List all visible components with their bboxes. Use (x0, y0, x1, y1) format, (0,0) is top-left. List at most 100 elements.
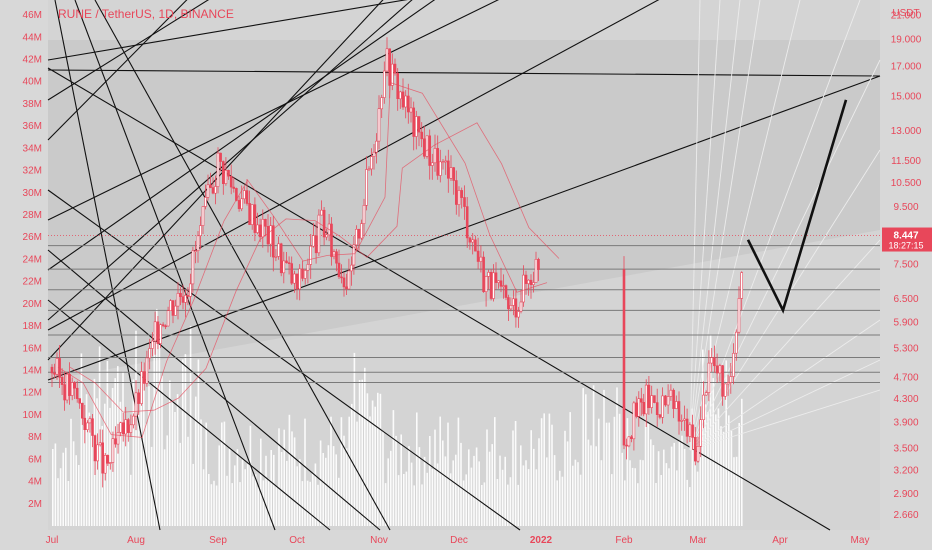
candle-body (227, 170, 230, 177)
volume-bar (145, 423, 148, 526)
candle-body (325, 234, 328, 238)
volume-tick-label: 40M (23, 77, 42, 88)
volume-bar (564, 430, 566, 526)
candle-body (740, 272, 744, 299)
volume-bar (527, 469, 530, 526)
volume-bar (491, 444, 493, 526)
volume-bar (239, 482, 241, 526)
gann-line (74, 0, 276, 531)
chart-title: RUNE / TetherUS, 1D, BINANCE (58, 7, 234, 21)
volume-bar (390, 450, 392, 526)
candle-body (320, 209, 323, 216)
candle-body (729, 376, 733, 383)
candle-body (93, 435, 97, 462)
price-tick-label: 5.900 (893, 317, 918, 328)
candle-body (184, 295, 187, 303)
volume-bar (642, 460, 644, 526)
volume-axis-bg (0, 0, 48, 550)
volume-bar (252, 476, 254, 526)
volume-bar (187, 436, 189, 526)
volume-bar (540, 418, 543, 526)
price-tick-label: 19.000 (891, 35, 922, 46)
volume-bar (75, 455, 77, 526)
projection-path (746, 99, 848, 314)
volume-bar (213, 480, 215, 526)
volume-bar (468, 449, 470, 526)
candle-body (482, 256, 485, 293)
candle-body (677, 401, 681, 422)
volume-bar (686, 479, 688, 526)
candle-body (98, 442, 102, 446)
volume-tick-label: 18M (23, 321, 42, 332)
volume-bar (582, 388, 584, 526)
candle-body (436, 148, 440, 176)
volume-bar (306, 480, 309, 526)
volume-bar (197, 359, 200, 526)
candle-body (293, 273, 296, 284)
candle-body (393, 63, 397, 74)
volume-bar (699, 425, 701, 526)
time-tick-label: May (851, 535, 870, 546)
volume-bar (408, 446, 410, 526)
volume-bar (400, 434, 402, 526)
gann-line (94, 0, 391, 531)
candle-body (78, 398, 81, 404)
candle-body (211, 187, 215, 194)
candle-body (517, 311, 520, 318)
candle-body (88, 418, 92, 424)
candle-body (479, 256, 483, 262)
candle-body (96, 444, 99, 462)
candle-body (151, 340, 154, 349)
volume-bar (665, 463, 668, 526)
gann-line (47, 189, 521, 531)
volume-tick-label: 32M (23, 166, 42, 177)
candle-body (86, 422, 89, 430)
volume-bar (161, 375, 163, 526)
candle-body (174, 305, 177, 316)
candle-body (161, 324, 165, 327)
volume-bar (444, 456, 447, 526)
volume-bar (525, 460, 527, 526)
candle-body (454, 180, 458, 205)
candle-body (229, 176, 233, 188)
volume-bar (192, 463, 194, 526)
candle-body (142, 371, 146, 384)
volume-bar (158, 337, 161, 526)
volume-bar (624, 480, 626, 526)
volume-bar (106, 361, 109, 526)
candle-body (232, 186, 236, 189)
candle-body (365, 169, 368, 206)
time-tick-label: Oct (289, 535, 305, 546)
gann-line (47, 75, 881, 381)
volume-bar (668, 468, 670, 526)
volume-bar (629, 460, 631, 526)
gann-line (47, 69, 881, 77)
volume-bar (254, 474, 257, 526)
volume-bar (377, 392, 379, 526)
volume-tick-label: 44M (23, 32, 42, 43)
volume-bar (345, 448, 348, 526)
volume-bar (124, 421, 127, 526)
volume-tick-label: 14M (23, 366, 42, 377)
volume-bar (221, 422, 223, 526)
volume-bar (317, 484, 319, 526)
candle-body (653, 395, 656, 403)
volume-tick-label: 2M (28, 499, 42, 510)
volume-bar (182, 359, 184, 526)
candle-body (414, 116, 418, 137)
volume-tick-label: 12M (23, 388, 42, 399)
volume-bar (140, 399, 142, 526)
volume-bar (265, 455, 267, 526)
candle-body (723, 383, 727, 397)
candle-body (718, 365, 722, 374)
candle-body (487, 271, 490, 277)
volume-bar (504, 456, 506, 526)
volume-bar (291, 431, 293, 526)
candle-body (699, 419, 703, 447)
candle-body (303, 270, 307, 279)
candle-body (285, 260, 288, 263)
volume-bar (132, 379, 135, 526)
candle-body (256, 224, 259, 233)
